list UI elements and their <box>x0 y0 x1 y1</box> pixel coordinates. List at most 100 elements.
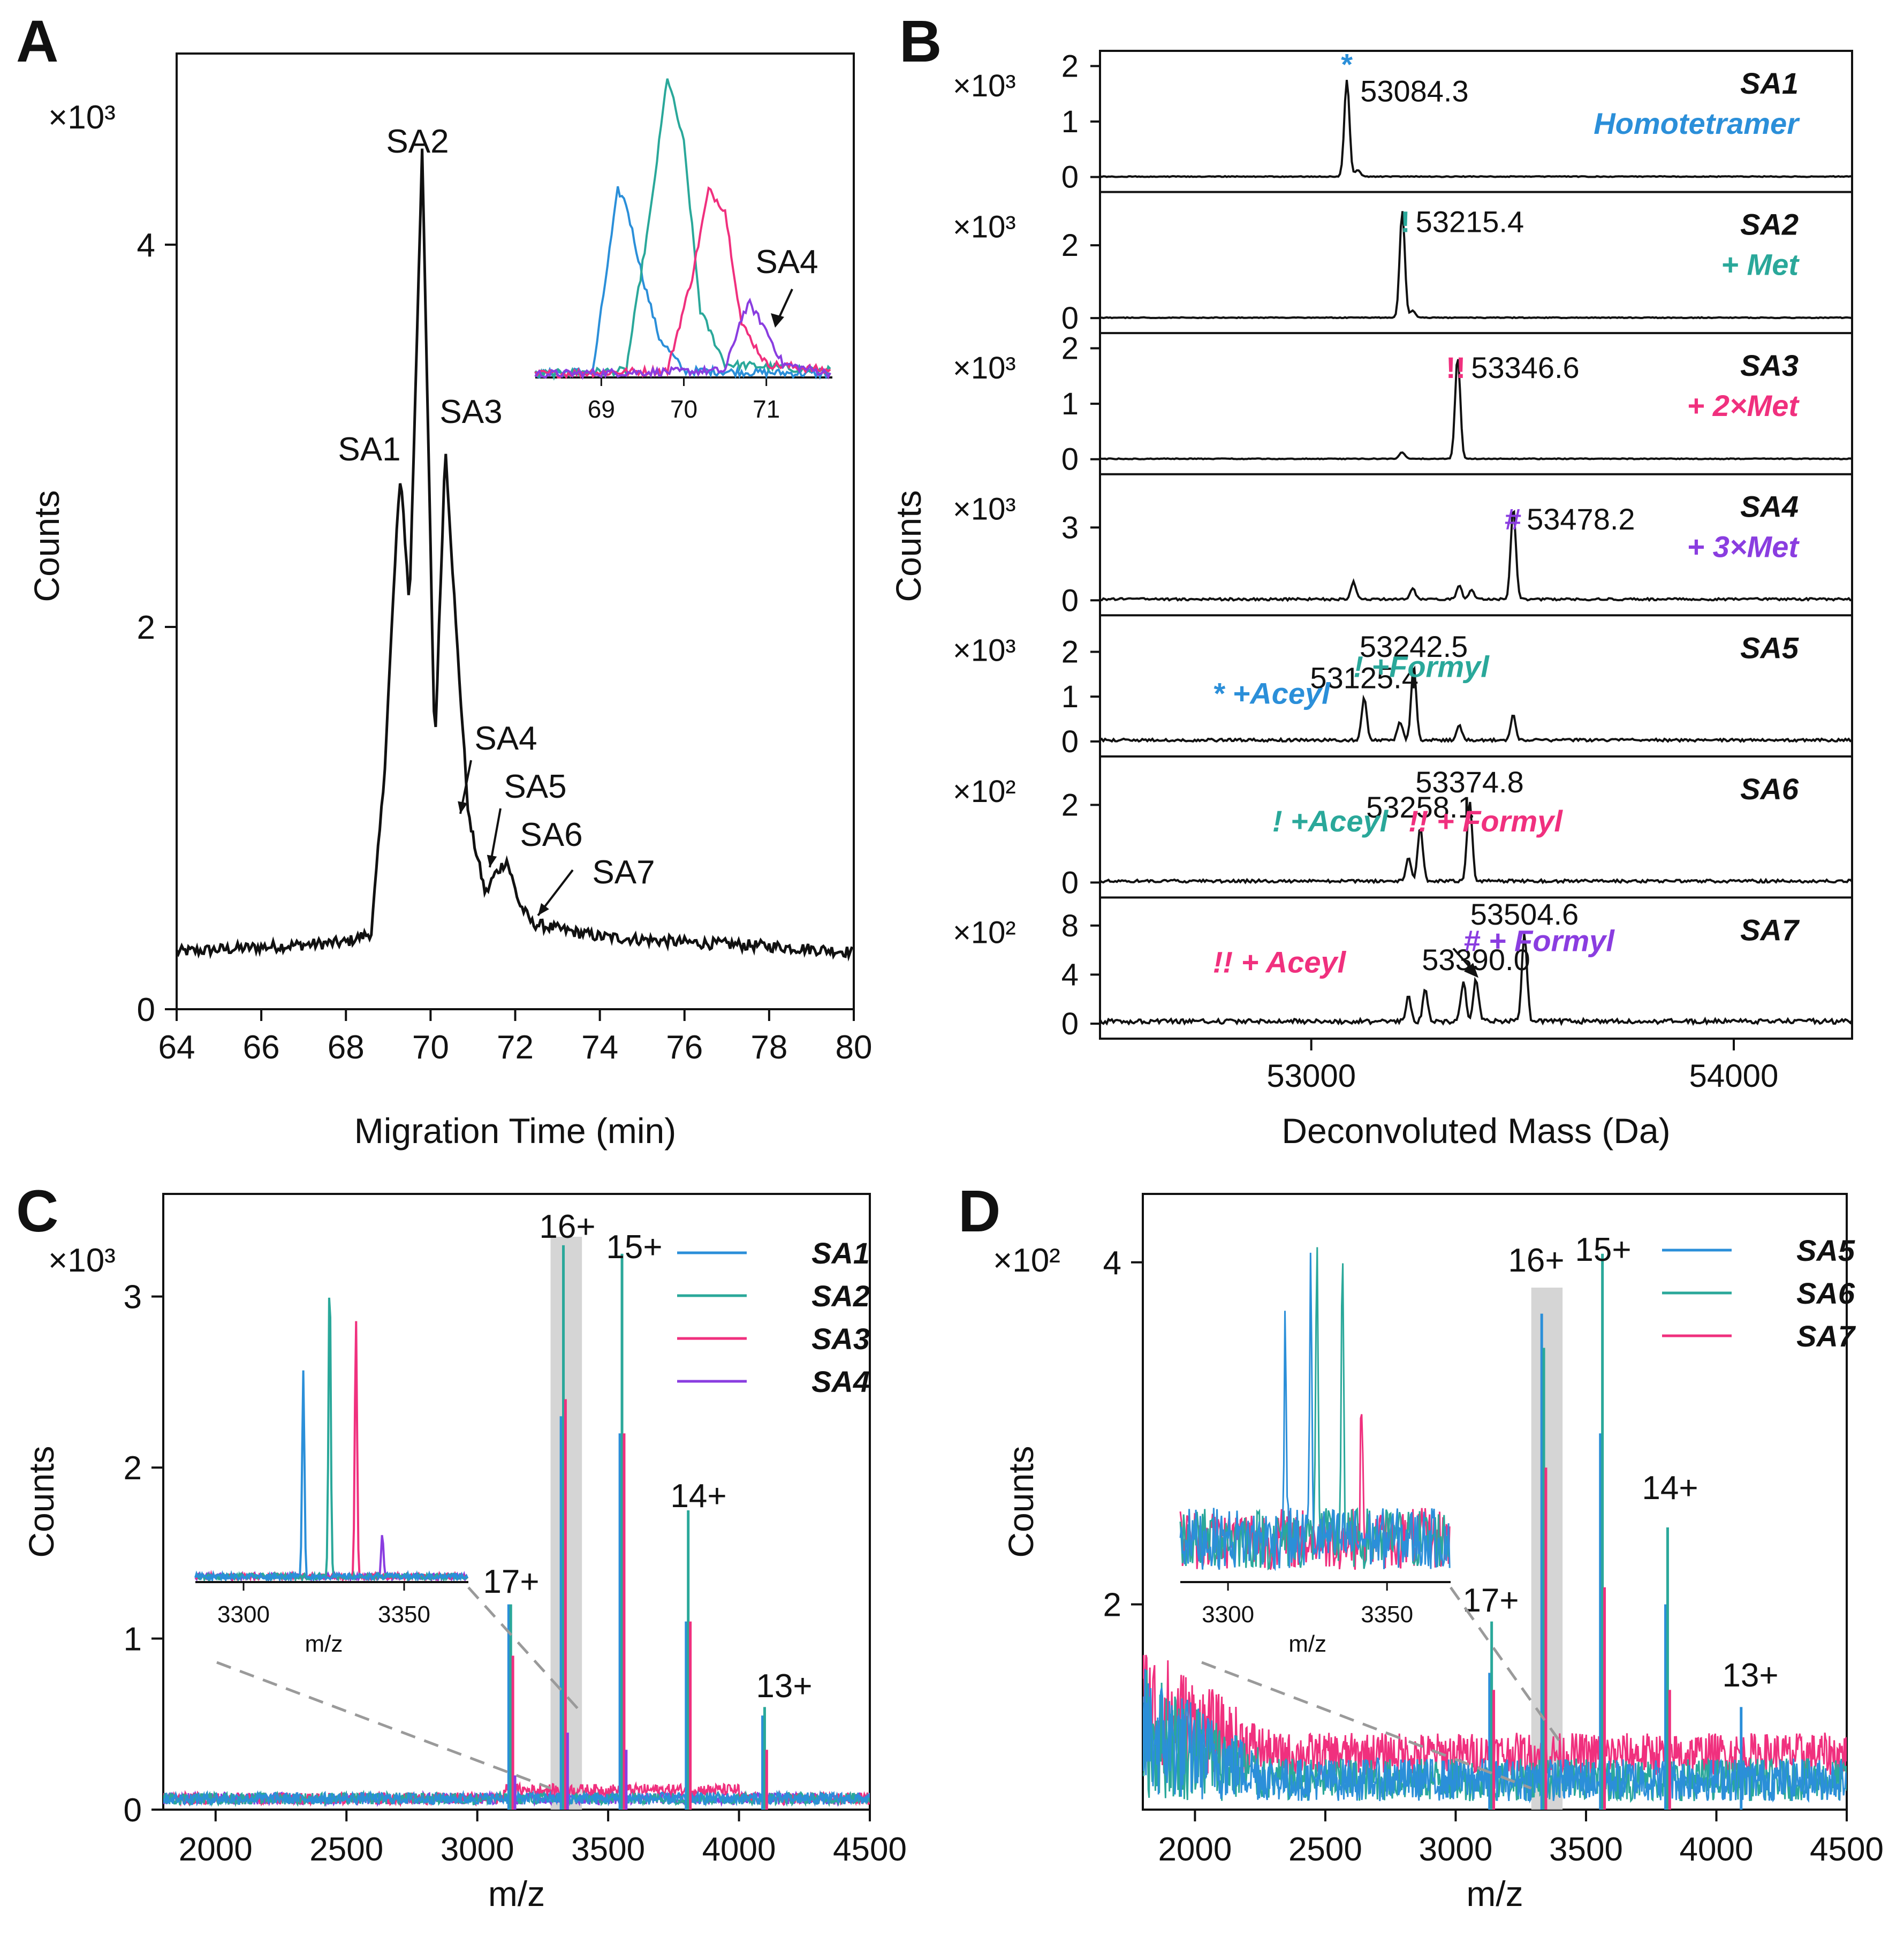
x-tick-label: 64 <box>158 1029 195 1066</box>
y-tick-label: 4 <box>1061 957 1079 992</box>
annotation-label: + Aceyl <box>1233 945 1347 979</box>
legend-label-sa2: SA2 <box>811 1279 870 1313</box>
annotation-text: * +Aceyl <box>1212 676 1331 710</box>
tic-trace <box>175 148 854 962</box>
arrow-head <box>458 801 468 814</box>
y-tick-label: 2 <box>1061 49 1079 84</box>
x-tick-label: 66 <box>243 1029 280 1066</box>
peak-label-sa6: SA6 <box>520 816 582 853</box>
y-tick-label: 3 <box>1061 510 1079 545</box>
annotation-aceyl: * +Aceyl <box>1212 676 1331 710</box>
inset-trace-sa5 <box>1179 1252 1451 1571</box>
y-tick-label: 8 <box>1061 909 1079 943</box>
subplot-sa4: 0 3 ×10³ SA4 + 3×Met 53478.2# <box>953 473 1853 618</box>
spectrum-trace <box>1099 359 1853 460</box>
arrow-head <box>1464 963 1478 978</box>
panel-label-d: D <box>958 1178 1000 1244</box>
peak-label-sa5: SA5 <box>504 768 566 805</box>
charge-label-13plus: 13+ <box>1722 1657 1778 1694</box>
annotation-label: +Aceyl <box>1224 676 1331 710</box>
inset-x-label: m/z <box>1288 1631 1326 1657</box>
panel-label-c: C <box>16 1178 58 1244</box>
charge-label-15plus: 15+ <box>606 1229 662 1266</box>
x-tick-label: 4500 <box>833 1831 907 1868</box>
charge-label-15plus: 15+ <box>1575 1231 1631 1268</box>
subplot-sa3: 0 1 2 ×10³ SA3 + 2×Met 53346.6!! <box>953 331 1853 477</box>
y-tick-label: 4 <box>1103 1245 1121 1282</box>
x-tick-label: 3500 <box>1549 1831 1623 1868</box>
x-axis-label: m/z <box>488 1874 545 1913</box>
peak-mass-label: 53346.6 <box>1471 351 1579 384</box>
subplot-title: SA3 <box>1740 349 1799 382</box>
x-tick-label: 4000 <box>702 1831 776 1868</box>
y-tick-label: 4 <box>137 227 155 264</box>
x-tick-label: 78 <box>750 1029 787 1066</box>
baseline-sa3 <box>163 1781 870 1807</box>
panel-label-b: B <box>899 9 942 74</box>
y-tick-label: 2 <box>1061 331 1079 366</box>
y-multiplier: ×10³ <box>953 351 1016 385</box>
y-multiplier: ×10² <box>953 915 1016 950</box>
peak-mass-label: 53478.2 <box>1527 502 1635 536</box>
x-axis-label: Deconvoluted Mass (Da) <box>1281 1111 1670 1151</box>
annotation-text: !! + Formyl <box>1408 804 1563 838</box>
legend-label-sa4: SA4 <box>811 1365 870 1398</box>
inset-trace-sa1 <box>534 186 831 380</box>
legend-label-sa7: SA7 <box>1796 1319 1856 1353</box>
annotation-aceyl: !! + Aceyl <box>1213 945 1347 979</box>
y-tick-label: 1 <box>1061 679 1079 714</box>
annotation-symbol: !! <box>1408 804 1428 838</box>
y-multiplier: ×10³ <box>953 210 1016 245</box>
charge-label-17plus: 17+ <box>1462 1582 1519 1619</box>
subplot-title: SA7 <box>1740 913 1800 947</box>
spectrum-trace <box>1099 211 1853 320</box>
legend-label-sa5: SA5 <box>1796 1234 1855 1267</box>
inset-trace-sa4 <box>534 297 831 380</box>
inset-x-tick-label: 69 <box>588 395 615 423</box>
y-multiplier: ×10³ <box>953 633 1016 668</box>
y-tick-label: 0 <box>124 1792 142 1829</box>
y-tick-label: 0 <box>137 992 155 1028</box>
y-multiplier: ×10³ <box>953 492 1016 527</box>
y-tick-label: 2 <box>124 1450 142 1487</box>
panel-a: 64 66 68 70 72 74 76 78 80 0 2 4 Migration Time (min… <box>27 52 873 1151</box>
x-tick-label: 53000 <box>1266 1058 1356 1094</box>
x-tick-label: 2000 <box>179 1831 253 1868</box>
y-tick-label: 0 <box>1061 160 1079 195</box>
spectra <box>163 1245 870 1810</box>
panel-label-a: A <box>16 9 58 74</box>
x-tick-label: 2500 <box>309 1831 383 1868</box>
peak-symbol: ! <box>1400 205 1410 239</box>
zoom-line-left <box>216 1661 551 1790</box>
y-multiplier: ×10² <box>993 1242 1060 1279</box>
x-tick-label: 80 <box>836 1029 873 1066</box>
inset-x-tick-label: 71 <box>753 395 780 423</box>
arrow-head <box>487 854 497 867</box>
annotation-text: ! +Aceyl <box>1272 804 1389 838</box>
legend-label-sa3: SA3 <box>811 1322 870 1356</box>
y-tick-label: 1 <box>1061 387 1079 421</box>
charge-label-16plus: 16+ <box>539 1208 595 1245</box>
peak-mass-label: 53242.5 <box>1360 630 1468 663</box>
peak-symbol: # <box>1505 502 1521 536</box>
x-tick-label: 74 <box>581 1029 618 1066</box>
subplot-sa1: 0 1 2 ×10³ SA1 Homotetramer 53084.3* <box>953 47 1853 195</box>
y-tick-label: 3 <box>124 1279 142 1316</box>
annotation-symbol: !! <box>1213 945 1233 979</box>
x-tick-label: 76 <box>666 1029 703 1066</box>
inset-x-label: m/z <box>305 1631 343 1657</box>
spectra <box>1143 1253 1847 1810</box>
y-multiplier: ×10² <box>953 774 1016 809</box>
inset-trace-sa2 <box>194 1297 468 1584</box>
x-tick-label: 2000 <box>1158 1831 1232 1868</box>
subplot-title: SA2 <box>1740 208 1799 241</box>
x-tick-label: 3500 <box>571 1831 645 1868</box>
x-tick-label: 4000 <box>1680 1831 1754 1868</box>
inset-arrow-head <box>771 313 784 328</box>
x-tick-label: 68 <box>328 1029 365 1066</box>
annotation-formyl: # + Formyl <box>1463 924 1615 957</box>
spectrum-trace <box>1099 665 1853 744</box>
